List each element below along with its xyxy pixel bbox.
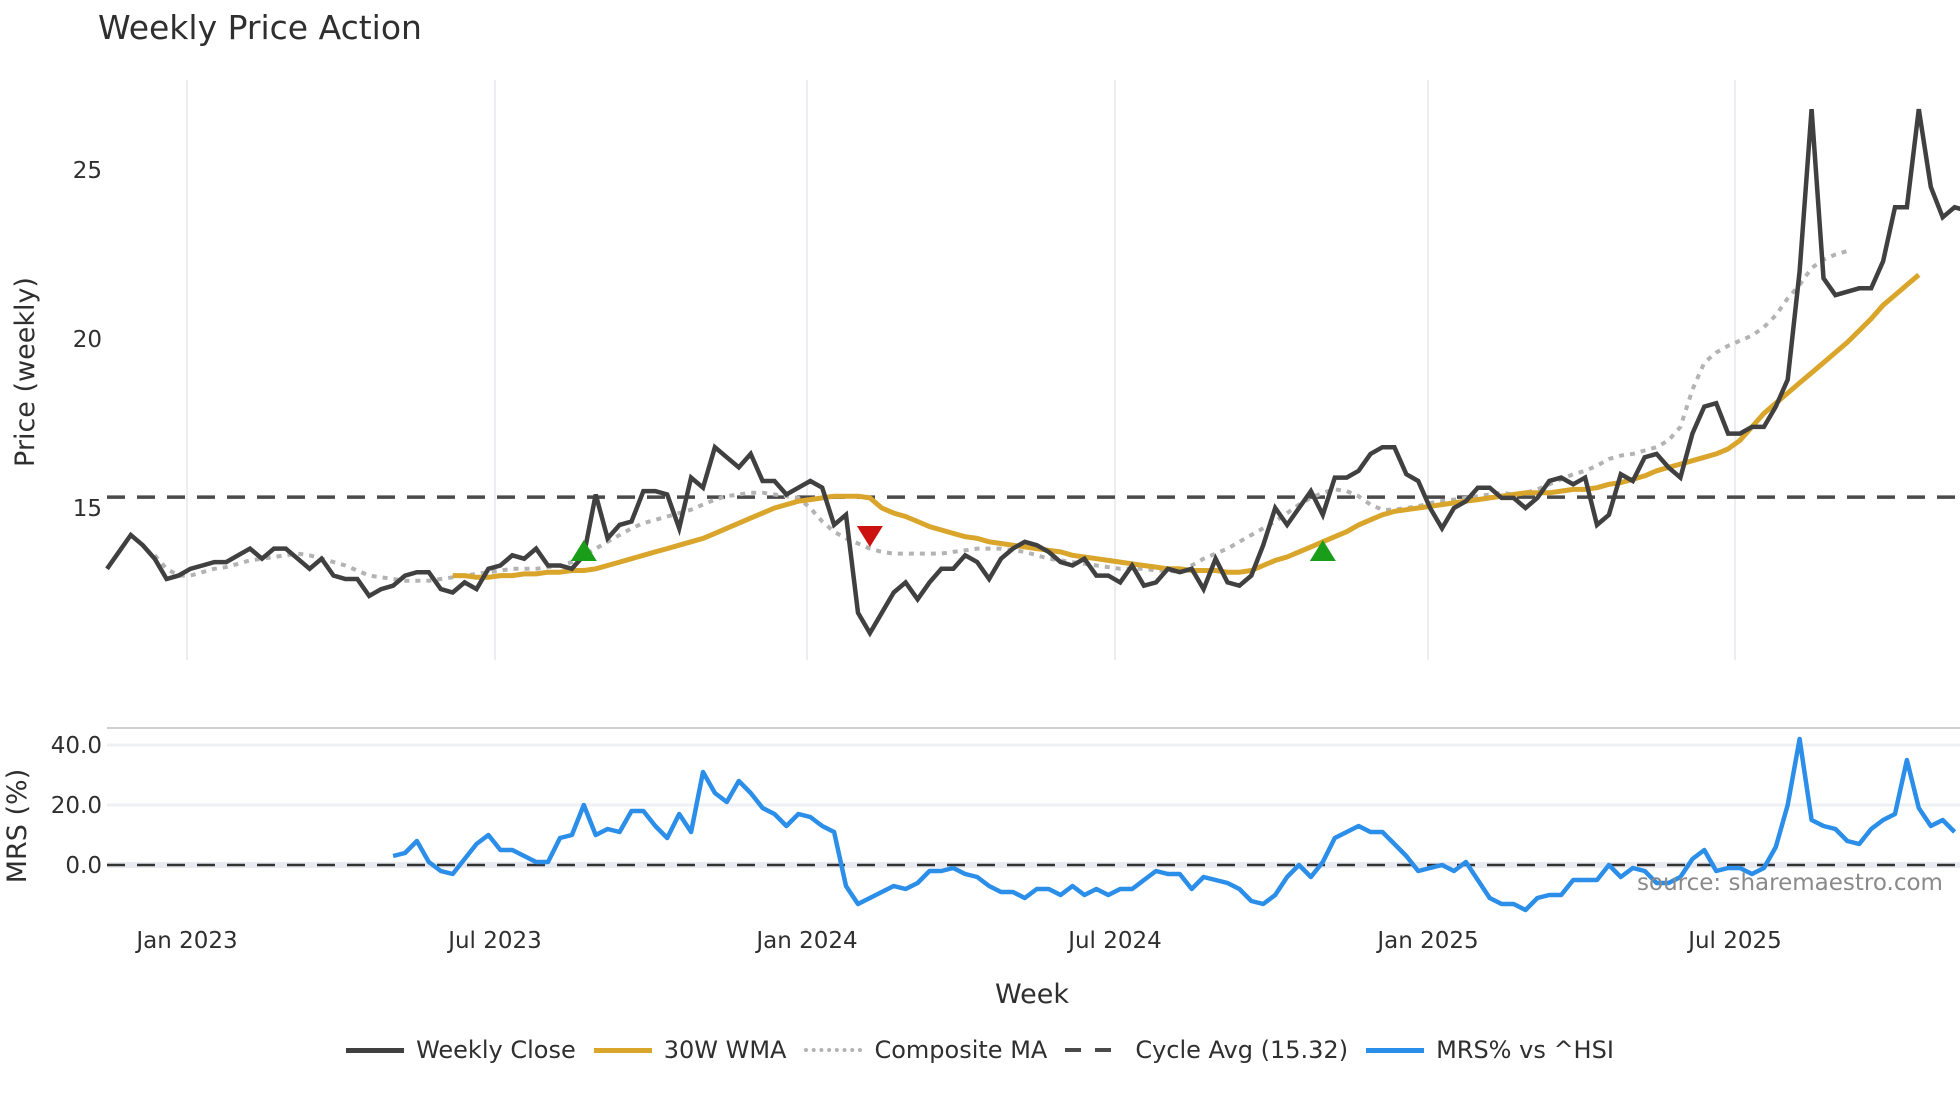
legend-swatch-icon xyxy=(593,1047,652,1053)
x-axis-label: Week xyxy=(995,979,1069,1010)
legend-item[interactable]: 30W WMA xyxy=(593,1036,787,1064)
legend: Weekly Close 30W WMA Composite MA Cycle Avg… xyxy=(0,1036,1960,1064)
mrs-series xyxy=(107,736,1960,913)
x-tick-label: Jul 2023 xyxy=(446,928,542,954)
legend-swatch-icon xyxy=(804,1048,863,1052)
mrs-tick-label: 0.0 xyxy=(65,853,102,879)
wma-30w-line xyxy=(452,272,1921,580)
price-tick-label: 20 xyxy=(73,327,102,353)
x-tick-label: Jan 2024 xyxy=(754,928,857,954)
signal-markers xyxy=(570,526,1336,561)
legend-swatch-icon xyxy=(1366,1047,1425,1053)
mrs-y-ticks: 0.0 20.0 40.0 xyxy=(51,733,102,879)
legend-swatch-icon xyxy=(346,1047,405,1053)
mrs-tick-label: 40.0 xyxy=(51,733,102,759)
legend-swatch-icon xyxy=(1065,1048,1124,1052)
legend-item[interactable]: Composite MA xyxy=(804,1036,1047,1064)
x-tick-label: Jan 2025 xyxy=(1375,928,1478,954)
price-y-ticks: 15 20 25 xyxy=(73,158,102,522)
sell-signal-marker xyxy=(856,526,883,548)
x-tick-label: Jul 2024 xyxy=(1066,928,1162,954)
legend-label: MRS% vs ^HSI xyxy=(1436,1036,1614,1064)
legend-label: Cycle Avg (15.32) xyxy=(1135,1036,1349,1064)
price-series xyxy=(105,108,1960,638)
x-tick-label: Jul 2025 xyxy=(1686,928,1782,954)
x-axis-ticks: Jan 2023 Jul 2023 Jan 2024 Jul 2024 Jan 2025… xyxy=(134,928,1781,954)
price-y-axis-label: Price (weekly) xyxy=(10,277,41,467)
legend-label: Weekly Close xyxy=(416,1036,576,1064)
composite-ma-line xyxy=(153,249,1848,583)
mrs-line xyxy=(392,736,1957,913)
x-tick-label: Jan 2023 xyxy=(134,928,237,954)
source-annotation: source: sharemaestro.com xyxy=(1637,870,1943,896)
legend-item[interactable]: MRS% vs ^HSI xyxy=(1366,1036,1614,1064)
mrs-tick-label: 20.0 xyxy=(51,793,102,819)
chart-title: Weekly Price Action xyxy=(98,8,422,47)
price-tick-label: 25 xyxy=(73,158,102,184)
buy-signal-marker xyxy=(570,539,597,561)
legend-label: Composite MA xyxy=(874,1036,1048,1064)
legend-item[interactable]: Weekly Close xyxy=(346,1036,576,1064)
price-tick-label: 15 xyxy=(73,496,102,522)
buy-signal-marker xyxy=(1309,539,1336,561)
legend-label: 30W WMA xyxy=(663,1036,787,1064)
weekly-close-line xyxy=(105,108,1960,638)
mrs-y-axis-label: MRS (%) xyxy=(2,769,33,884)
legend-item[interactable]: Cycle Avg (15.32) xyxy=(1065,1036,1348,1064)
